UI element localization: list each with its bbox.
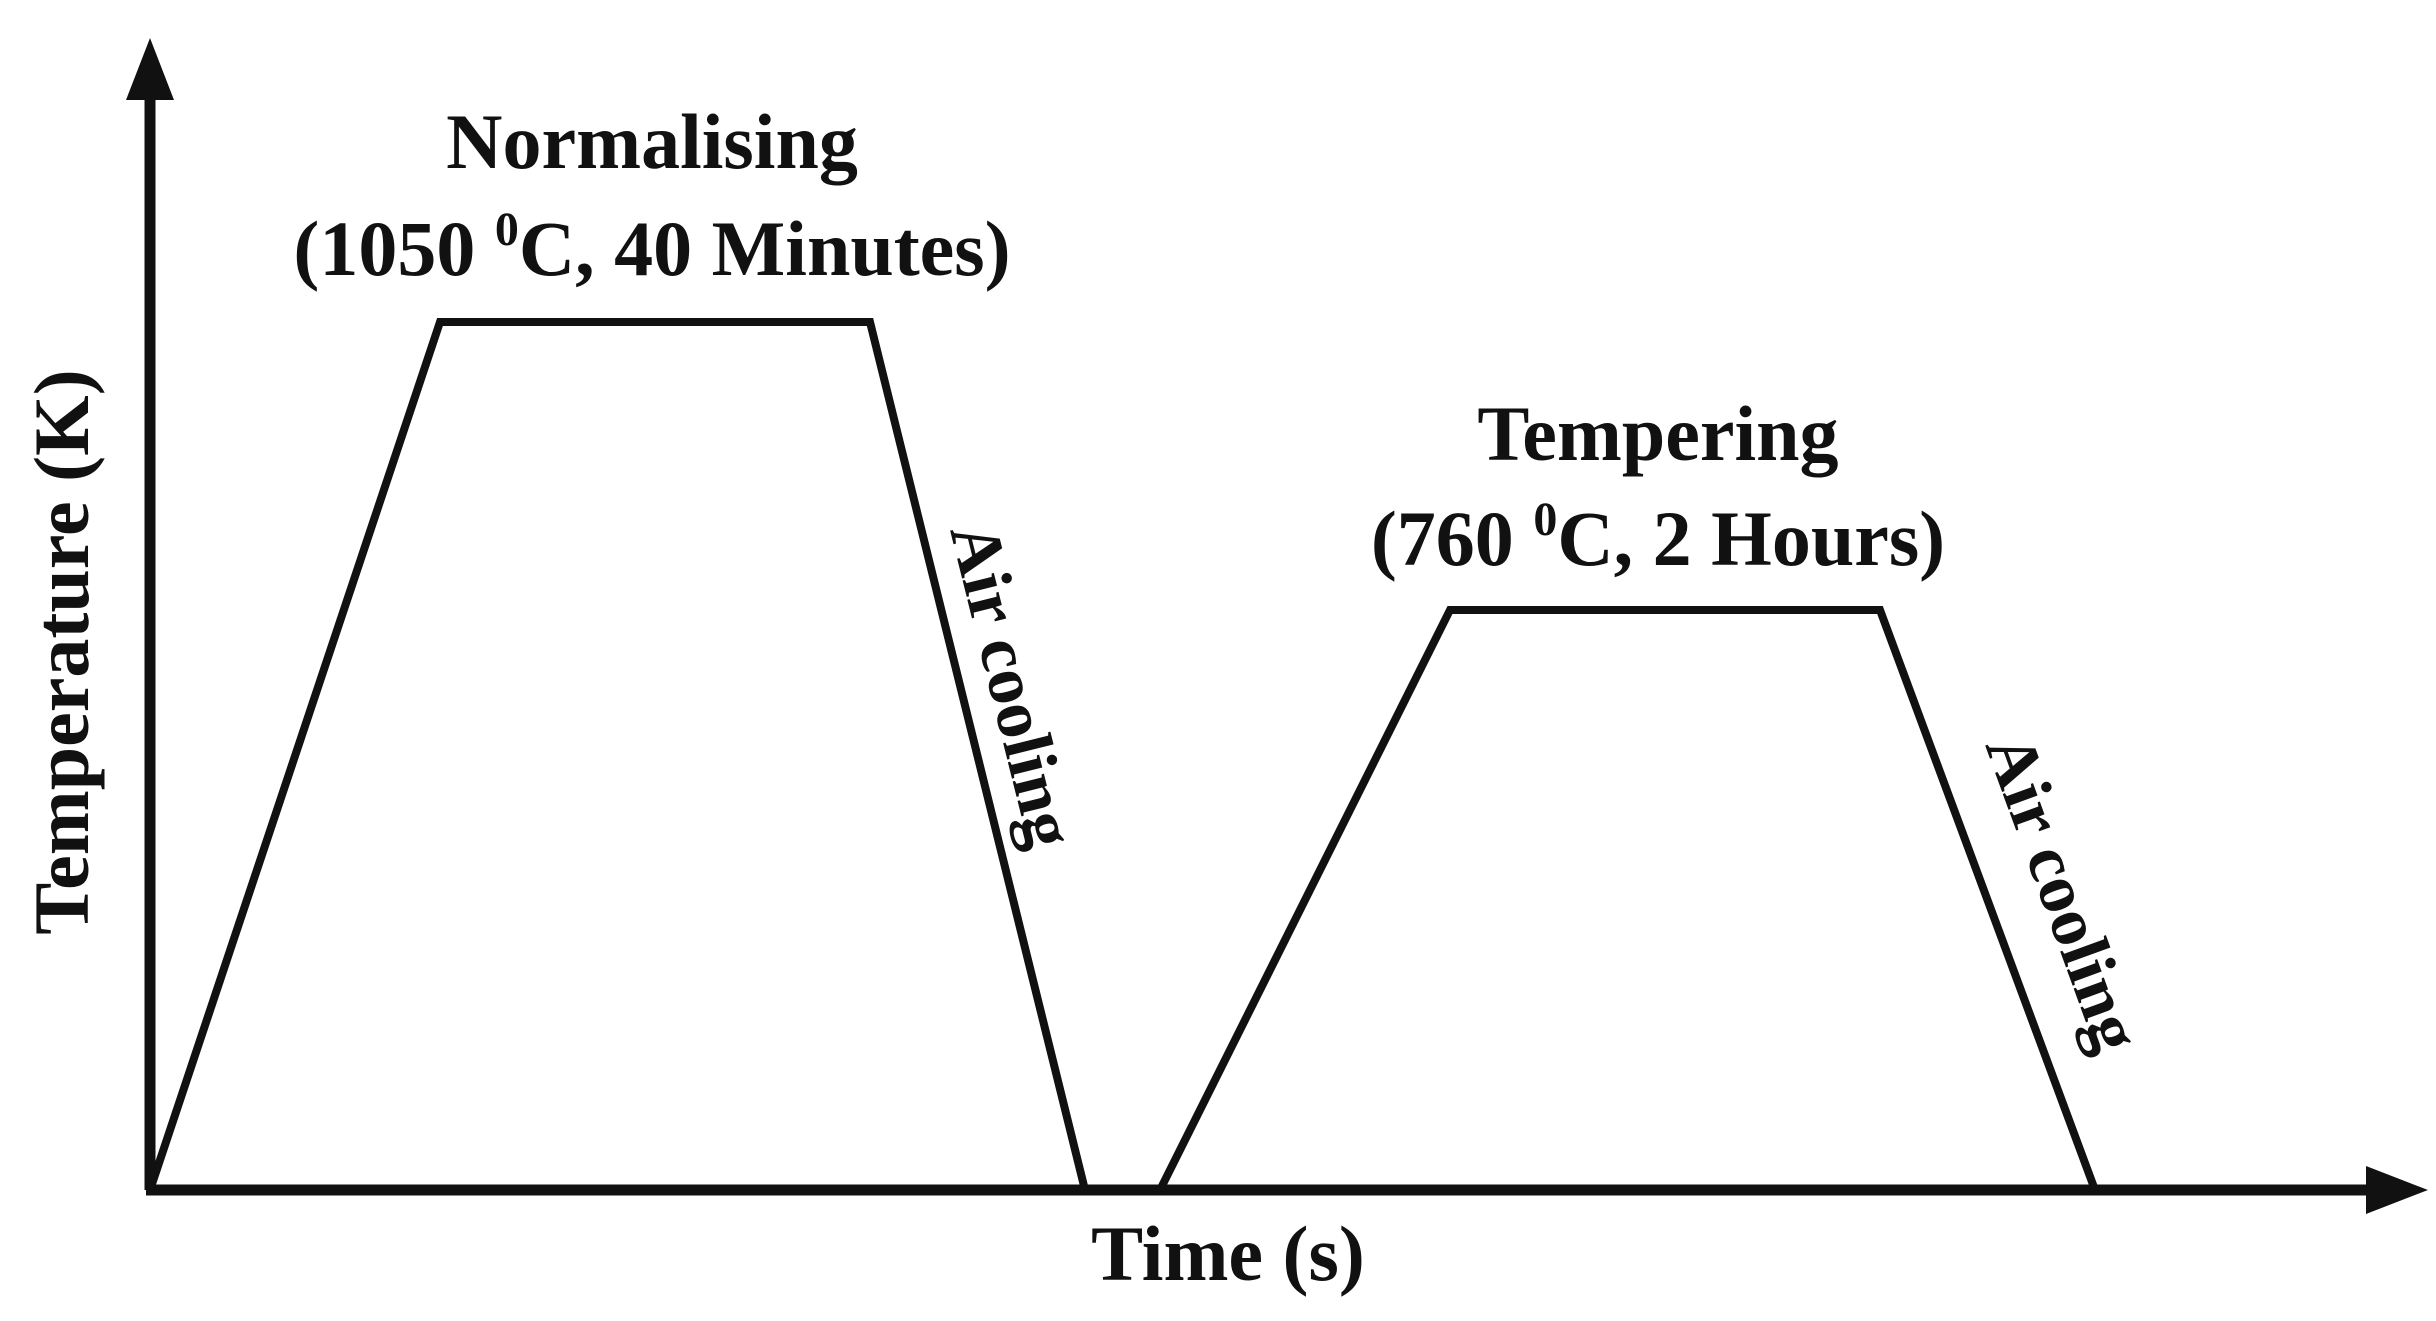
- normalising-degree-symbol: 0: [495, 203, 519, 256]
- tempering-conditions-suffix: C, 2 Hours): [1557, 495, 1945, 582]
- tempering-degree-symbol: 0: [1533, 493, 1557, 546]
- x-axis-label: Time (s): [1091, 1210, 1365, 1297]
- normalising-cycle-line: [146, 318, 1089, 1192]
- y-axis-arrowhead: [126, 38, 174, 100]
- y-axis-label: Temperature (K): [18, 369, 105, 934]
- tempering-air-cooling-label: Air cooling: [1970, 724, 2156, 1062]
- tempering-conditions: (760 0C, 2 Hours): [1371, 493, 1945, 582]
- tempering-cycle-line: [1156, 606, 2099, 1192]
- tempering-title: Tempering: [1477, 390, 1838, 477]
- normalising-conditions-prefix: (1050: [293, 205, 494, 292]
- tempering-conditions-prefix: (760: [1371, 495, 1533, 582]
- normalising-conditions-suffix: C, 40 Minutes): [519, 205, 1011, 292]
- x-axis-arrowhead: [2366, 1166, 2428, 1214]
- normalising-title: Normalising: [446, 98, 858, 185]
- normalising-conditions: (1050 0C, 40 Minutes): [293, 203, 1010, 292]
